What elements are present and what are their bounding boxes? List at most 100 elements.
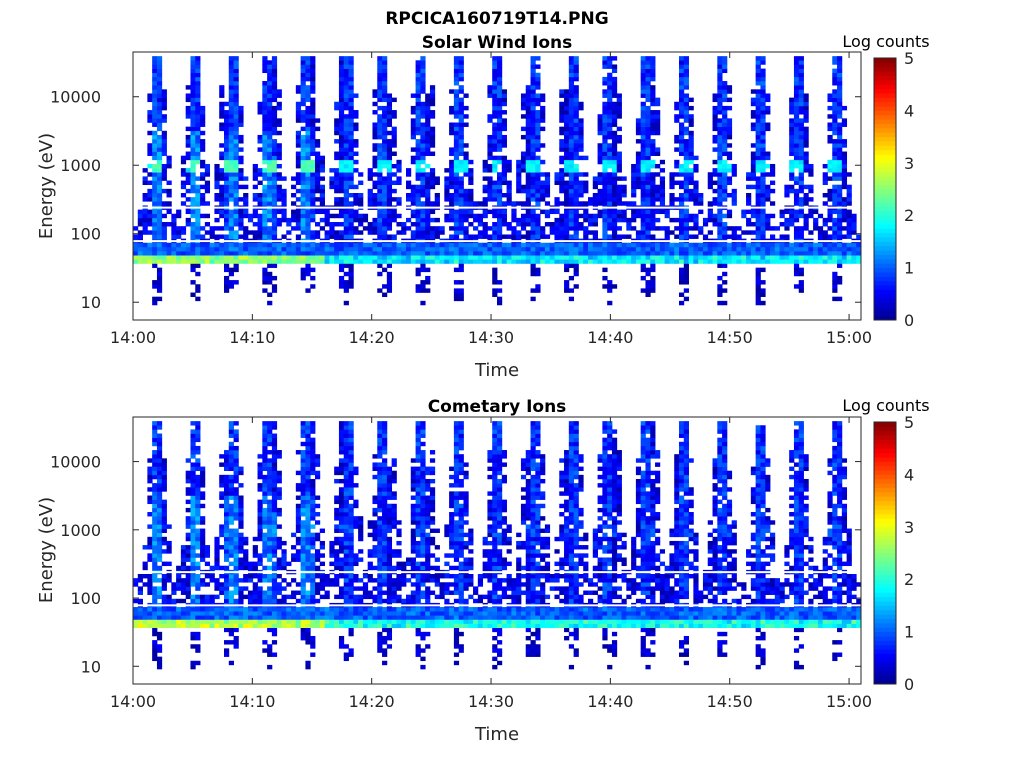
heatmap-cell xyxy=(568,56,575,61)
heatmap-cell xyxy=(425,201,431,206)
heatmap-cell xyxy=(276,193,282,198)
heatmap-cell xyxy=(386,163,393,169)
heatmap-cell xyxy=(233,97,239,103)
heatmap-cell xyxy=(573,226,579,231)
heatmap-cell xyxy=(497,201,503,206)
heatmap-cell xyxy=(310,143,316,148)
heatmap-cell xyxy=(602,143,608,148)
heatmap-cell xyxy=(185,553,191,558)
heatmap-cell xyxy=(415,143,421,148)
heatmap-cell xyxy=(190,130,196,136)
heatmap-cell xyxy=(679,251,685,256)
heatmap-cell xyxy=(228,184,234,190)
heatmap-cell xyxy=(195,130,201,136)
heatmap-cell xyxy=(712,180,718,186)
heatmap-cell xyxy=(669,230,675,235)
heatmap-cell xyxy=(315,230,321,235)
heatmap-cell xyxy=(453,76,460,82)
heatmap-cell xyxy=(180,582,187,587)
heatmap-cell xyxy=(564,259,570,264)
heatmap-cell xyxy=(267,184,273,190)
heatmap-cell xyxy=(837,110,843,115)
heatmap-cell xyxy=(564,267,570,273)
heatmap-cell xyxy=(195,445,201,451)
heatmap-cell xyxy=(200,110,206,115)
heatmap-cell xyxy=(195,147,201,152)
heatmap-cell xyxy=(267,110,273,115)
heatmap-cell xyxy=(841,197,848,202)
heatmap-cell xyxy=(377,255,383,260)
heatmap-cell xyxy=(463,217,469,223)
heatmap-cell xyxy=(755,255,761,260)
heatmap-cell xyxy=(793,126,800,132)
heatmap-cell xyxy=(597,213,603,219)
heatmap-cell xyxy=(530,105,536,111)
heatmap-cell xyxy=(190,251,196,256)
heatmap-cell xyxy=(382,176,388,181)
heatmap-cell xyxy=(348,64,354,69)
heatmap-cell xyxy=(353,126,359,132)
heatmap-cell xyxy=(315,118,321,123)
heatmap-cell xyxy=(530,234,536,239)
heatmap-cell xyxy=(616,188,622,194)
heatmap-cell xyxy=(267,197,273,202)
heatmap-cell xyxy=(449,130,455,136)
heatmap-cell xyxy=(722,130,728,136)
heatmap-cell xyxy=(497,114,503,119)
heatmap-cell xyxy=(736,259,742,264)
heatmap-cell xyxy=(219,582,225,587)
heatmap-cell xyxy=(525,213,531,219)
heatmap-cell xyxy=(219,474,225,480)
heatmap-cell xyxy=(185,532,191,538)
heatmap-cell xyxy=(832,251,838,256)
heatmap-cell xyxy=(702,222,709,227)
heatmap-cell xyxy=(228,271,234,277)
heatmap-cell xyxy=(214,607,220,612)
heatmap-cell xyxy=(559,255,565,260)
heatmap-cell xyxy=(190,255,196,260)
heatmap-cell xyxy=(722,64,728,69)
heatmap-cell xyxy=(353,168,359,173)
heatmap-cell xyxy=(765,222,771,227)
heatmap-cell xyxy=(837,72,843,78)
heatmap-cell xyxy=(190,644,196,649)
heatmap-cell xyxy=(616,226,622,231)
heatmap-cell xyxy=(832,230,838,235)
heatmap-cell xyxy=(224,213,230,219)
heatmap-cell xyxy=(233,143,239,148)
heatmap-cell xyxy=(219,503,225,509)
heatmap-cell xyxy=(635,122,642,127)
heatmap-cell xyxy=(190,259,196,264)
heatmap-cell xyxy=(267,263,273,268)
heatmap-cell xyxy=(453,56,460,61)
heatmap-cell xyxy=(286,242,292,248)
heatmap-cell xyxy=(535,193,541,198)
heatmap-cell xyxy=(171,222,177,227)
heatmap-cell xyxy=(760,209,766,215)
heatmap-cell xyxy=(257,101,263,107)
heatmap-cell xyxy=(415,255,421,260)
heatmap-cell xyxy=(683,213,689,219)
heatmap-cell xyxy=(224,226,230,231)
heatmap-cell xyxy=(497,300,503,306)
heatmap-cell xyxy=(152,134,158,140)
heatmap-cell xyxy=(281,176,287,181)
heatmap-cell xyxy=(702,246,709,252)
heatmap-cell xyxy=(185,516,191,521)
heatmap-cell xyxy=(156,433,163,438)
heatmap-cell xyxy=(841,176,848,181)
heatmap-cell xyxy=(425,251,431,256)
heatmap-cell xyxy=(444,259,450,264)
heatmap-cell xyxy=(453,292,460,297)
heatmap-cell xyxy=(156,234,163,239)
heatmap-cell xyxy=(822,217,828,223)
heatmap-cell xyxy=(195,201,201,206)
heatmap-cell xyxy=(497,126,503,132)
heatmap-cell xyxy=(152,640,158,645)
heatmap-cell xyxy=(338,139,345,144)
heatmap-cell xyxy=(750,143,757,148)
heatmap-cell xyxy=(525,209,531,215)
heatmap-cell xyxy=(195,660,201,666)
heatmap-cell xyxy=(386,105,393,111)
heatmap-cell xyxy=(161,172,167,177)
